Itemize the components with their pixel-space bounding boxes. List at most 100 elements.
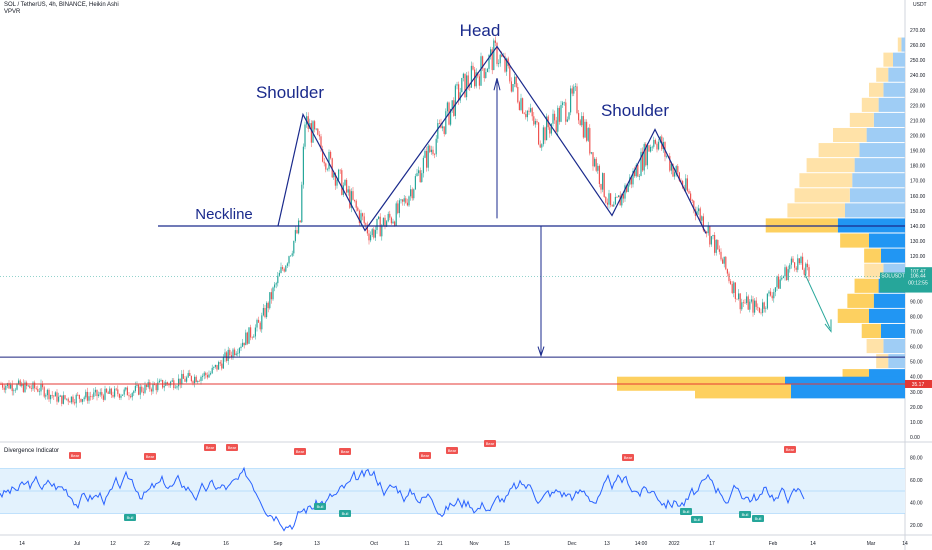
candle-body xyxy=(669,155,671,171)
vpvr-label[interactable]: VPVR xyxy=(4,9,21,15)
candle-body xyxy=(365,223,367,225)
candle-body xyxy=(24,382,26,392)
volume-profile-value-area-down xyxy=(861,323,881,339)
candle-body xyxy=(771,295,773,299)
candle-body xyxy=(416,173,418,177)
candle-body xyxy=(203,372,205,376)
price-tick-label: 220.00 xyxy=(910,103,926,109)
candle-body xyxy=(98,394,100,397)
symbol-badge-label: SOLUSDT xyxy=(881,274,905,280)
candle-body xyxy=(720,251,722,260)
candle-body xyxy=(341,170,343,195)
candle-body xyxy=(560,105,562,122)
candle-body xyxy=(266,302,268,318)
candle-body xyxy=(680,180,682,182)
oscillator-tick-label: 80.00 xyxy=(910,455,923,461)
candle-body xyxy=(718,249,720,252)
candle-body xyxy=(442,126,444,129)
candle-body xyxy=(792,258,794,263)
candle-body xyxy=(190,375,192,382)
bear-marker xyxy=(226,444,238,451)
candle-body xyxy=(456,84,458,86)
candle-body xyxy=(195,376,197,383)
candle-body xyxy=(478,76,480,86)
bear-marker-label: Bear xyxy=(341,449,350,454)
candle-body xyxy=(736,298,738,300)
candle-body xyxy=(768,291,770,294)
price-tick-label: 240.00 xyxy=(910,73,926,79)
oscillator-title: Divergence Indicator xyxy=(4,448,59,454)
candle-body xyxy=(181,373,183,385)
candle-body xyxy=(494,40,496,43)
candle-body xyxy=(130,396,132,398)
candle-body xyxy=(672,164,674,177)
price-tick-label: 140.00 xyxy=(910,224,926,230)
candle-body xyxy=(608,193,610,205)
candle-body xyxy=(176,386,178,388)
candle-body xyxy=(102,395,104,400)
volume-profile-down-bar xyxy=(861,97,879,112)
price-tick-label: 90.00 xyxy=(910,299,923,305)
candle-body xyxy=(245,332,247,346)
candle-body xyxy=(590,152,592,154)
volume-profile-up-bar xyxy=(854,158,905,173)
candle-body xyxy=(709,226,711,245)
candle-body xyxy=(600,183,602,190)
candle-body xyxy=(234,349,236,356)
candle-body xyxy=(726,269,728,274)
candle-body xyxy=(643,144,645,171)
volume-profile-value-area-up xyxy=(873,293,905,308)
candle-body xyxy=(498,63,500,65)
bull-marker xyxy=(739,511,751,518)
candle-body xyxy=(592,152,594,167)
candle-body xyxy=(419,170,421,183)
bull-marker xyxy=(752,515,764,522)
candle-body xyxy=(227,349,229,361)
bull-marker-label: Bull xyxy=(683,509,690,514)
candle-body xyxy=(397,203,399,214)
candle-body xyxy=(347,189,349,193)
price-tick-label: 200.00 xyxy=(910,134,926,140)
projection-arrow xyxy=(804,273,831,329)
candle-body xyxy=(522,98,524,114)
candle-body xyxy=(30,388,32,389)
time-tick-label: 22 xyxy=(144,541,150,547)
candle-body xyxy=(582,116,584,138)
candle-body xyxy=(331,158,333,178)
price-tick-label: 40.00 xyxy=(910,375,923,381)
candle-body xyxy=(595,158,597,171)
candle-body xyxy=(611,205,613,207)
candle-body xyxy=(472,65,474,70)
candle-body xyxy=(627,184,629,192)
candle-body xyxy=(402,199,404,202)
time-tick-label: Feb xyxy=(769,541,778,547)
candle-body xyxy=(440,123,442,129)
candle-body xyxy=(166,382,168,384)
bear-marker-label: Bear xyxy=(146,454,155,459)
candle-body xyxy=(610,193,612,206)
candle-body xyxy=(179,378,181,385)
candle-body xyxy=(749,301,751,310)
candle-body xyxy=(157,382,159,391)
candle-body xyxy=(232,349,234,358)
candle-body xyxy=(206,375,208,378)
candle-body xyxy=(706,231,708,234)
candle-body xyxy=(432,149,434,155)
candle-body xyxy=(229,349,231,356)
candle-body xyxy=(146,384,148,388)
candle-body xyxy=(530,108,532,112)
bull-marker xyxy=(680,508,692,515)
projection-arrow-tip xyxy=(824,319,832,333)
candle-body xyxy=(387,213,389,222)
candle-body xyxy=(258,319,260,323)
candle-body xyxy=(598,165,600,184)
candle-body xyxy=(450,108,452,125)
candle-body xyxy=(160,380,162,381)
price-tick-label: 150.00 xyxy=(910,209,926,215)
candle-body xyxy=(22,383,24,392)
candle-body xyxy=(363,216,365,224)
candle-body xyxy=(746,296,748,304)
symbol-title: SOL / TetherUS, 4h, BINANCE, Heikin Ashi xyxy=(4,2,119,8)
volume-profile-value-area-down xyxy=(840,233,869,248)
